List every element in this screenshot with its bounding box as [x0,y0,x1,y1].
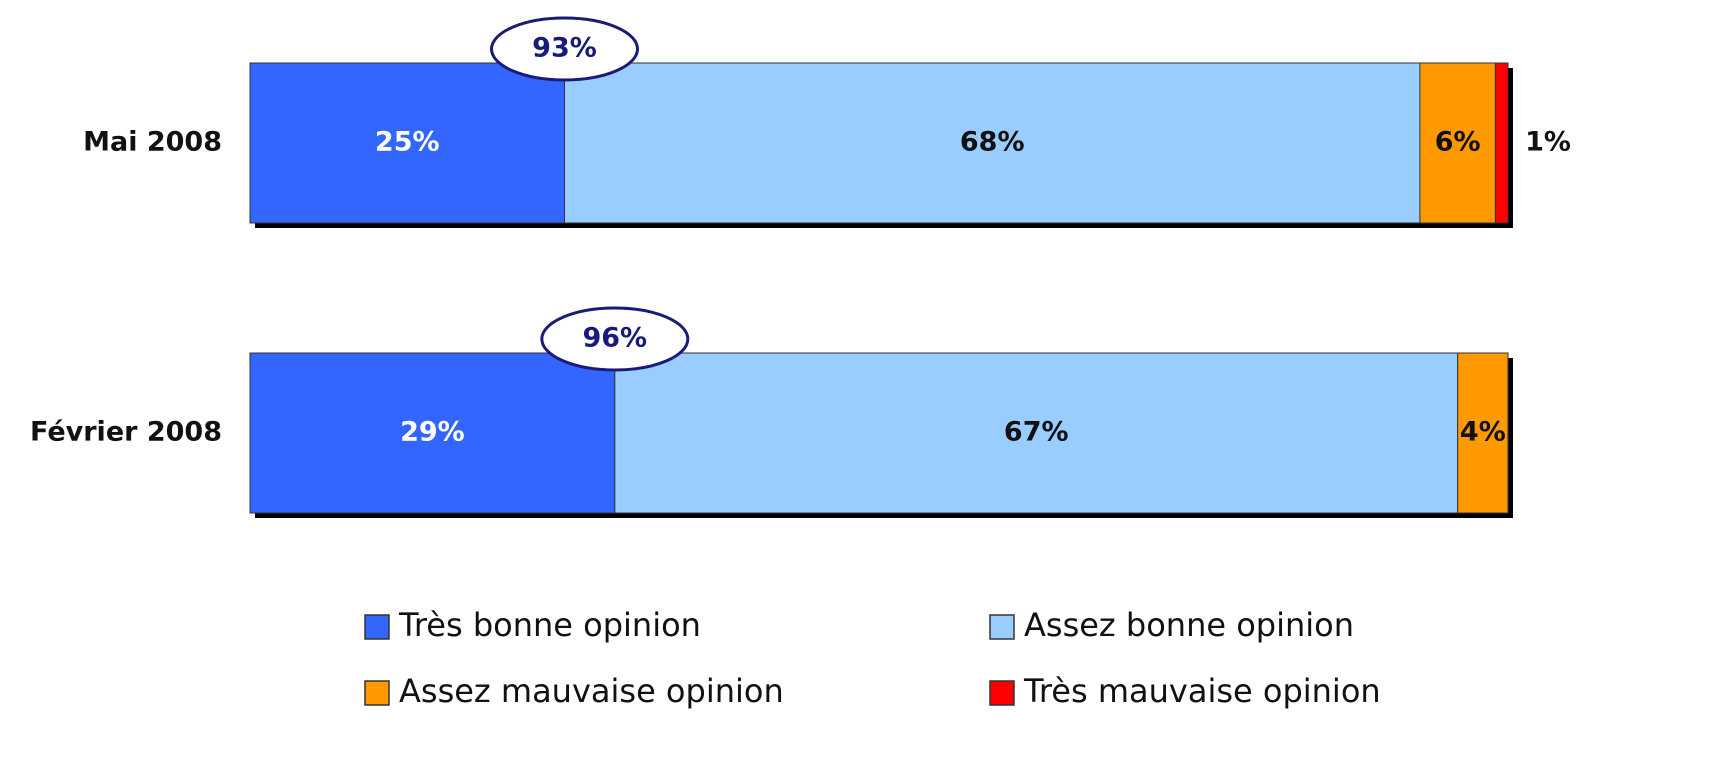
total-label: 93% [532,33,597,64]
legend-swatch [989,614,1015,640]
bar-segment [249,352,616,514]
value-label: 29% [400,417,465,448]
value-label: 25% [375,127,440,158]
legend-label: Assez bonne opinion [1024,606,1354,644]
value-label: 67% [1004,417,1069,448]
bar-segment [564,62,1421,224]
value-label: 4% [1460,417,1506,448]
bar-segment [1494,62,1509,224]
total-bubble [490,16,639,82]
legend-label: Assez mauvaise opinion [399,672,784,710]
category-label: Mai 2008 [83,127,222,158]
legend-swatch [364,614,390,640]
bar-segment [1419,62,1496,224]
bar-segment [249,62,565,224]
total-bubble [540,306,690,372]
bar-segment [614,352,1459,514]
legend-label: Très mauvaise opinion [1023,672,1381,710]
bar-segment [1457,352,1509,514]
value-label: 1% [1525,127,1571,158]
value-label: 6% [1435,127,1481,158]
value-label: 68% [960,127,1025,158]
legend-label: Très bonne opinion [398,606,701,644]
total-label: 96% [582,323,647,354]
legend-swatch [989,680,1015,706]
legend-swatch [364,680,390,706]
category-label: Février 2008 [30,417,222,448]
